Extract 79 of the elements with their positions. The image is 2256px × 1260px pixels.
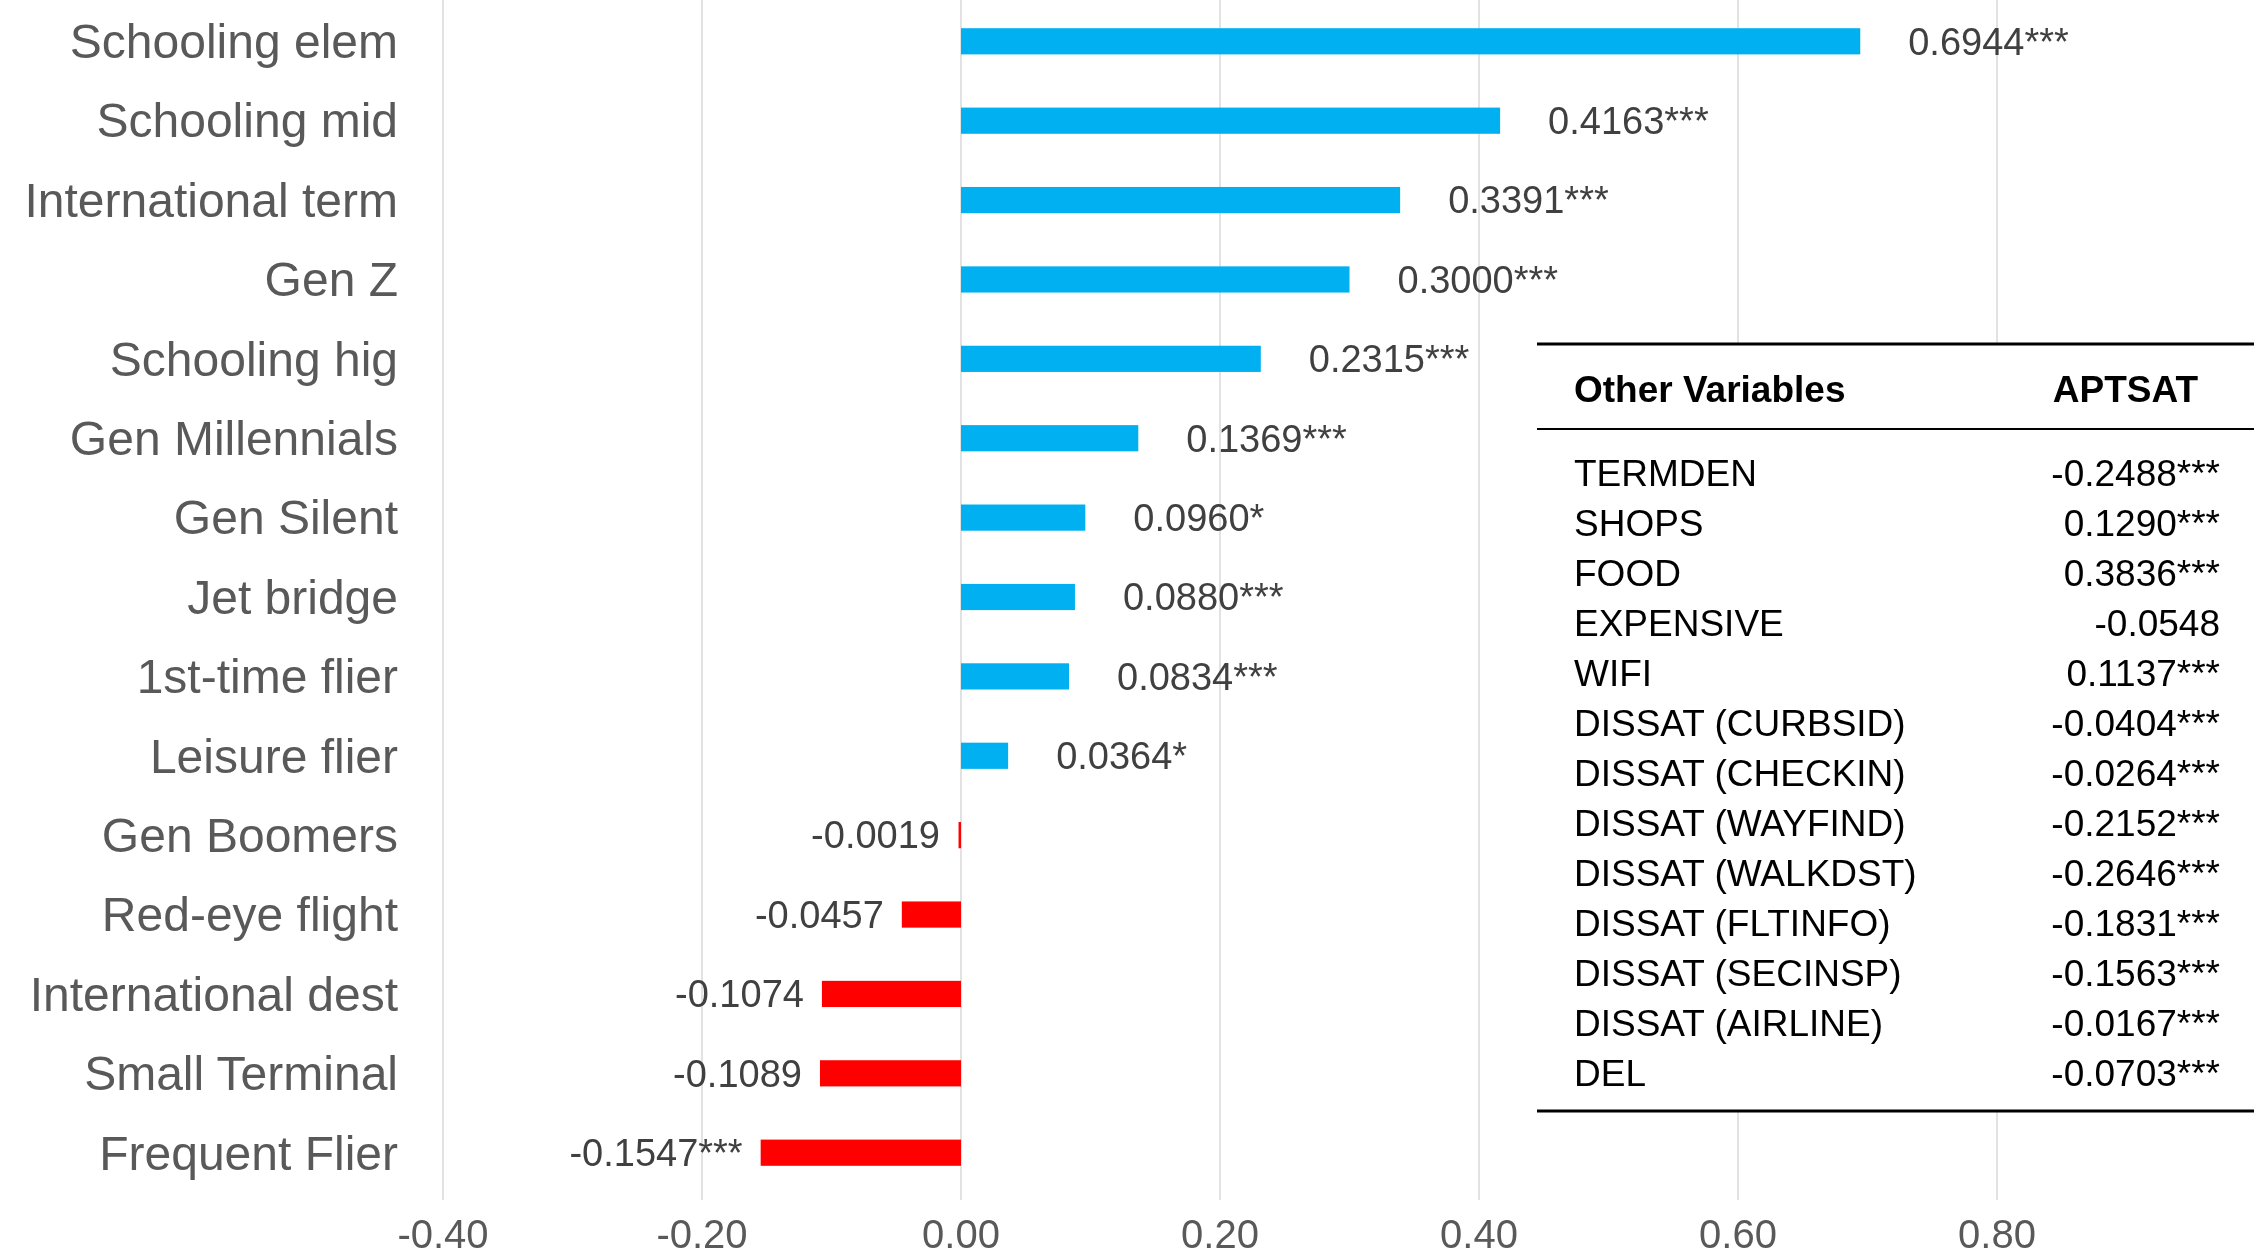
- data-label: -0.1547***: [569, 1132, 743, 1174]
- x-tick-label: -0.20: [656, 1212, 748, 1256]
- annotation: APTSAT: [2052, 368, 2199, 410]
- annotation: -0.0404***: [2051, 702, 2220, 744]
- annotation: -0.2488***: [2051, 452, 2220, 494]
- y-tick-label: Small Terminal: [84, 1047, 398, 1101]
- annotation: DISSAT (WAYFIND): [1574, 802, 1906, 844]
- annotation: 0.1137***: [2066, 652, 2220, 694]
- bar: [821, 980, 961, 1008]
- annotation: SHOPS: [1574, 502, 1704, 544]
- bar: [961, 425, 1139, 452]
- annotation: -0.0548: [2094, 602, 2220, 644]
- bar: [961, 742, 1009, 769]
- x-tick-label: 0.00: [922, 1212, 1000, 1256]
- data-label: 0.6944***: [1908, 20, 2070, 63]
- y-tick-label: Jet bridge: [187, 570, 398, 624]
- annotation: DISSAT (AIRLINE): [1574, 1002, 1884, 1044]
- annotation: DISSAT (WALKDST): [1574, 852, 1917, 894]
- annotation: -0.0703***: [2051, 1052, 2220, 1094]
- data-label: 0.0960*: [1133, 496, 1265, 539]
- y-tick-label: Gen Silent: [173, 491, 398, 545]
- annotation: Other Variables: [1574, 368, 1846, 410]
- bar: [961, 345, 1261, 372]
- annotation: -0.0264***: [2051, 752, 2220, 794]
- y-tick-label: Schooling elem: [69, 15, 398, 69]
- annotation: -0.1563***: [2051, 952, 2220, 994]
- y-tick-label: Frequent Flier: [99, 1126, 399, 1180]
- data-label: -0.0019: [811, 814, 940, 857]
- annotation: -0.2152***: [2051, 802, 2220, 844]
- x-tick-label: 0.40: [1440, 1212, 1518, 1256]
- x-tick-label: 0.80: [1958, 1212, 2036, 1256]
- annotation: TERMDEN: [1574, 452, 1757, 494]
- bar: [961, 663, 1069, 690]
- annotation: DISSAT (CURBSID): [1574, 702, 1906, 744]
- bar: [961, 107, 1501, 134]
- bar: [901, 901, 961, 928]
- data-label: 0.0880***: [1122, 576, 1284, 619]
- y-tick-label: Schooling hig: [109, 332, 398, 386]
- y-tick-label: International dest: [29, 967, 398, 1021]
- data-label: -0.0457: [754, 893, 884, 936]
- annotation: DISSAT (CHECKIN): [1574, 752, 1906, 794]
- annotation: -0.1831***: [2051, 902, 2220, 944]
- x-tick-label: -0.40: [397, 1212, 489, 1256]
- annotation: -0.0167***: [2051, 1002, 2220, 1044]
- bar: [961, 504, 1086, 531]
- data-label: 0.3000***: [1397, 258, 1559, 301]
- bar: [961, 266, 1350, 293]
- y-tick-label: Gen Boomers: [101, 808, 398, 862]
- annotation: WIFI: [1574, 652, 1653, 694]
- x-tick-label: 0.60: [1699, 1212, 1777, 1256]
- x-tick-label: 0.20: [1181, 1212, 1259, 1256]
- annotation: -0.2646***: [2051, 852, 2220, 894]
- y-tick-label: 1st-time flier: [136, 650, 399, 704]
- annotation: 0.3836***: [2063, 552, 2220, 594]
- annotation: DEL: [1574, 1052, 1646, 1094]
- bar: [760, 1139, 961, 1166]
- data-label: 0.2315***: [1308, 338, 1470, 381]
- bar: [961, 186, 1401, 214]
- annotation: DISSAT (FLTINFO): [1574, 902, 1891, 944]
- data-label: 0.3391***: [1448, 179, 1609, 222]
- annotation: DISSAT (SECINSP): [1574, 952, 1902, 994]
- data-label: -0.1089: [673, 1052, 802, 1095]
- annotation: FOOD: [1574, 552, 1681, 594]
- bar: [819, 1060, 961, 1087]
- y-tick-label: Schooling mid: [96, 94, 398, 148]
- data-label: 0.4163***: [1548, 99, 1709, 142]
- y-tick-label: Red-eye flight: [101, 888, 398, 942]
- annotation: 0.1290***: [2063, 502, 2220, 544]
- bar: [961, 583, 1075, 611]
- data-label: -0.1074: [675, 973, 804, 1016]
- annotation: EXPENSIVE: [1574, 602, 1784, 644]
- y-tick-label: International term: [24, 173, 398, 227]
- y-tick-label: Gen Z: [264, 253, 398, 307]
- bar: [961, 28, 1861, 55]
- data-label: 0.0834***: [1117, 655, 1278, 698]
- data-label: 0.0364*: [1056, 735, 1188, 778]
- y-tick-label: Leisure flier: [149, 729, 399, 783]
- y-tick-label: Gen Millennials: [69, 412, 398, 466]
- data-label: 0.1369***: [1186, 417, 1348, 460]
